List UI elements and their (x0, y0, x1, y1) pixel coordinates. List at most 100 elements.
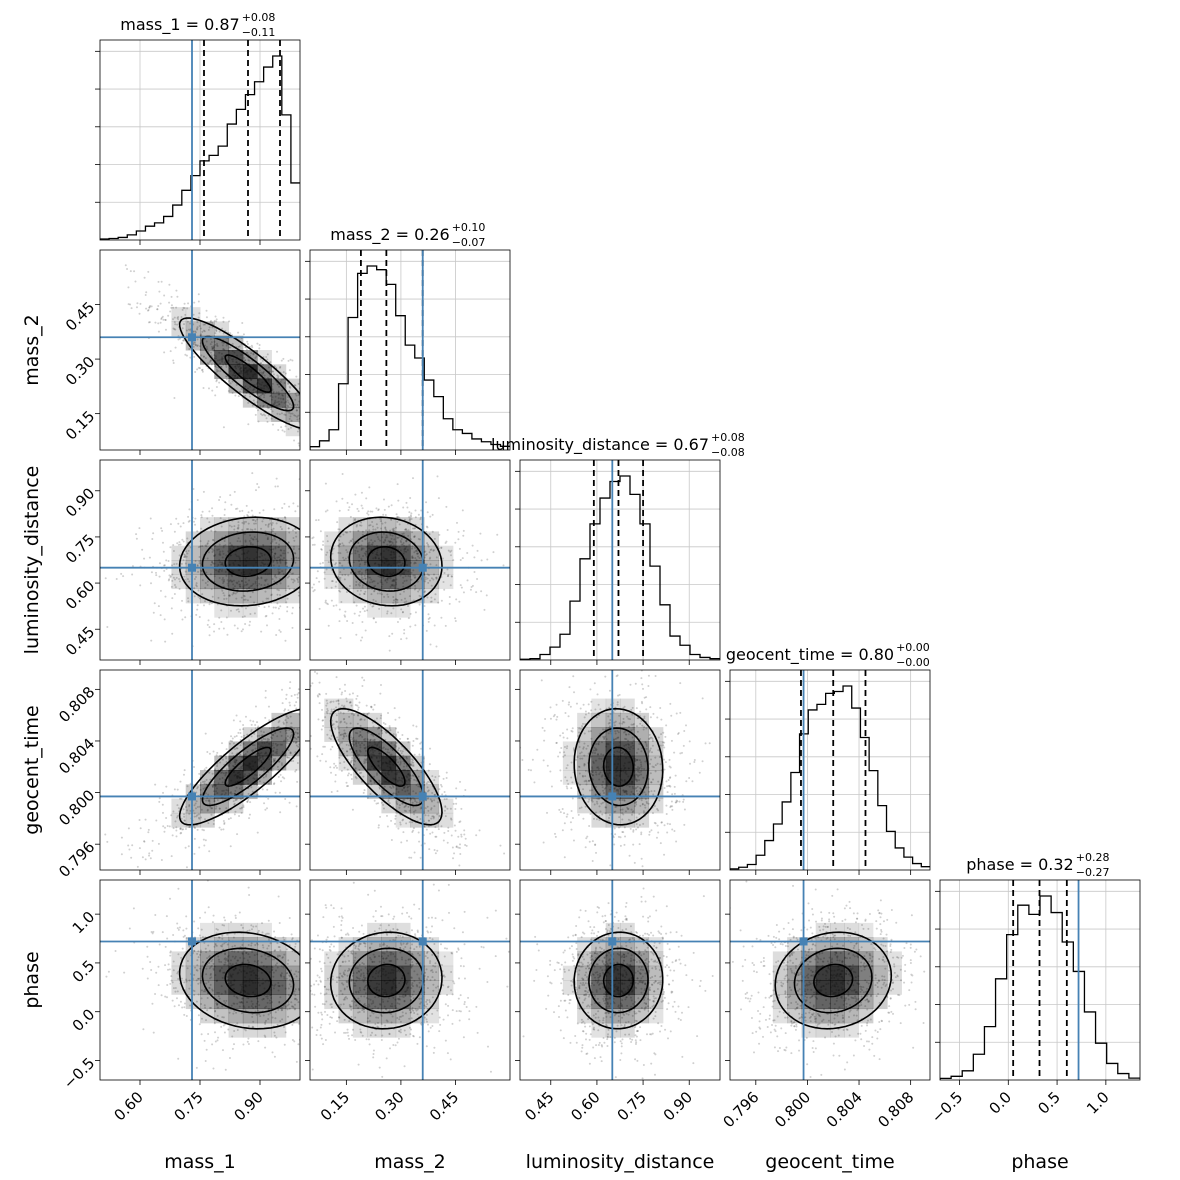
sample-point (293, 551, 296, 554)
sample-point (204, 357, 207, 360)
sample-point (202, 787, 205, 790)
sample-point (579, 727, 582, 730)
sample-point (234, 799, 237, 802)
sample-point (246, 800, 249, 803)
sample-point (259, 358, 262, 361)
sample-point (326, 712, 329, 715)
sample-point (250, 786, 253, 789)
sample-point (168, 825, 171, 828)
sample-point (290, 557, 293, 560)
sample-point (225, 375, 228, 378)
sample-point (443, 809, 446, 812)
sample-point (287, 428, 290, 431)
sample-point (208, 634, 211, 637)
sample-point (250, 509, 253, 512)
sample-point (176, 816, 179, 819)
sample-point (337, 528, 340, 531)
sample-point (430, 584, 433, 587)
sample-point (153, 602, 156, 605)
sample-point (408, 856, 411, 859)
sample-point (222, 819, 225, 822)
sample-point (358, 584, 361, 587)
sample-point (337, 575, 340, 578)
sample-point (193, 301, 196, 304)
sample-point (284, 639, 287, 642)
density-cell (285, 517, 300, 532)
sample-point (199, 342, 202, 345)
sample-point (424, 578, 427, 581)
sample-point (341, 586, 344, 589)
sample-point (414, 584, 417, 587)
sample-point (228, 524, 231, 527)
sample-point (281, 389, 284, 392)
sample-point (198, 846, 201, 849)
sample-point (211, 507, 214, 510)
sample-point (254, 528, 257, 531)
sample-point (361, 620, 364, 623)
sample-point (426, 786, 429, 789)
sample-point (271, 382, 274, 385)
sample-point (284, 372, 287, 375)
sample-point (408, 544, 411, 547)
sample-point (227, 379, 230, 382)
sample-point (194, 826, 197, 829)
sample-point (430, 799, 433, 802)
density-cell (395, 741, 411, 757)
sample-point (266, 353, 269, 356)
sample-point (354, 767, 357, 770)
density-cell (257, 364, 272, 380)
sample-point (208, 521, 211, 524)
density-cell (285, 421, 300, 437)
sample-point (429, 563, 432, 566)
contour-1 (201, 727, 295, 807)
sample-point (212, 750, 215, 753)
density-cell (395, 517, 411, 532)
sample-point (404, 528, 407, 531)
sample-point (175, 306, 178, 309)
sample-point (638, 813, 641, 816)
sample-point (408, 519, 411, 522)
density-cell (338, 517, 354, 532)
sample-point (289, 681, 292, 684)
sample-point (215, 385, 218, 388)
sample-point (262, 509, 265, 512)
sample-point (218, 616, 221, 619)
sample-point (196, 338, 199, 341)
sample-point (202, 838, 205, 841)
sample-point (293, 579, 296, 582)
sample-point (430, 577, 433, 580)
sample-point (318, 702, 321, 705)
sample-point (205, 346, 208, 349)
sample-point (277, 768, 280, 771)
sample-point (406, 506, 409, 509)
density-cell (228, 545, 244, 561)
sample-point (139, 827, 142, 830)
sample-point (394, 602, 397, 605)
sample-point (388, 635, 391, 638)
sample-point (458, 821, 461, 824)
sample-point (411, 759, 414, 762)
sample-point (174, 346, 177, 349)
sample-point (292, 548, 295, 551)
sample-point (427, 780, 430, 783)
sample-point (332, 547, 335, 550)
sample-point (230, 735, 233, 738)
sample-point (251, 518, 254, 521)
sample-point (411, 744, 414, 747)
density-cell (367, 602, 382, 618)
sample-point (144, 293, 147, 296)
sample-point (470, 586, 473, 589)
sample-point (428, 579, 431, 582)
sample-point (207, 799, 210, 802)
sample-point (233, 748, 236, 751)
sample-point (436, 813, 439, 816)
sample-point (172, 306, 175, 309)
sample-point (211, 321, 214, 324)
sample-point (423, 824, 426, 827)
sample-point (316, 570, 319, 573)
sample-point (262, 404, 265, 407)
sample-point (198, 597, 201, 600)
density-cell (257, 588, 272, 604)
sample-point (351, 692, 354, 695)
sample-point (280, 426, 283, 429)
